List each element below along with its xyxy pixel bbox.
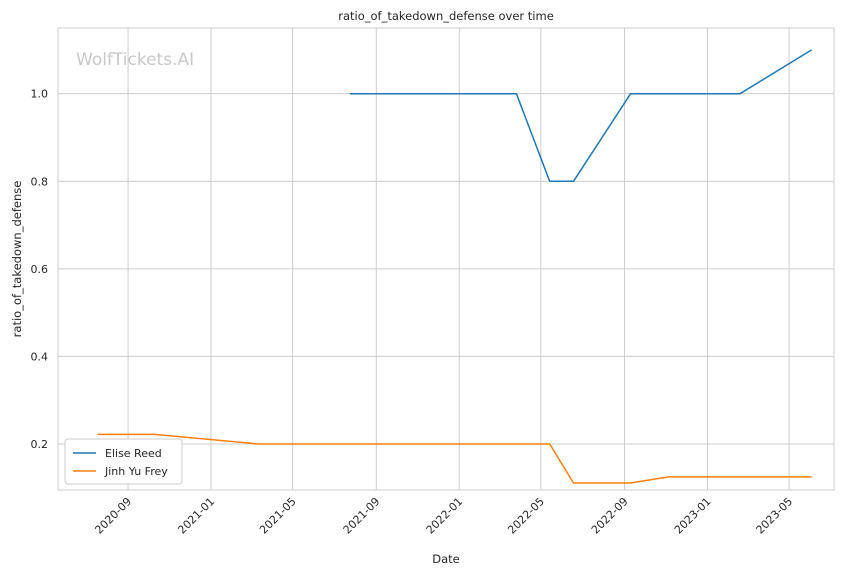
watermark: WolfTickets.AI [76,50,194,70]
legend-box [64,438,183,485]
series-line-elise-reed [349,49,812,183]
y-tick-label: 0.8 [31,175,49,188]
x-tick-label: 2023-01 [672,495,714,537]
legend-label-jinh-yu-frey: Jinh Yu Frey [104,465,168,478]
x-tick-label: 2021-05 [257,495,299,537]
x-tick-label: 2022-05 [505,495,547,537]
series-layer [97,49,812,484]
legend: Elise Reed Jinh Yu Frey [64,438,183,485]
x-axis-title: Date [432,552,460,566]
y-axis-ticks: 0.2 0.4 0.6 0.8 1.0 [31,88,49,451]
x-tick-label: 2020-09 [92,495,134,537]
y-axis-title: ratio_of_takedown_defense [10,181,24,338]
y-tick-label: 0.6 [31,263,49,276]
y-tick-label: 1.0 [31,88,49,101]
x-axis-ticks: 2020-09 2021-01 2021-05 2021-09 2022-01 2022-… [92,495,795,537]
legend-label-elise-reed: Elise Reed [105,447,162,460]
series-line-jinh-yu-frey [97,433,812,484]
x-tick-label: 2023-05 [754,495,796,537]
y-tick-label: 0.2 [31,438,49,451]
plot-area [57,27,835,491]
x-tick-label: 2021-09 [341,495,383,537]
chart-title: ratio_of_takedown_defense over time [338,9,554,23]
x-tick-label: 2022-01 [424,495,466,537]
y-tick-label: 0.4 [31,350,49,363]
x-tick-label: 2022-09 [589,495,631,537]
x-tick-label: 2021-01 [175,495,217,537]
